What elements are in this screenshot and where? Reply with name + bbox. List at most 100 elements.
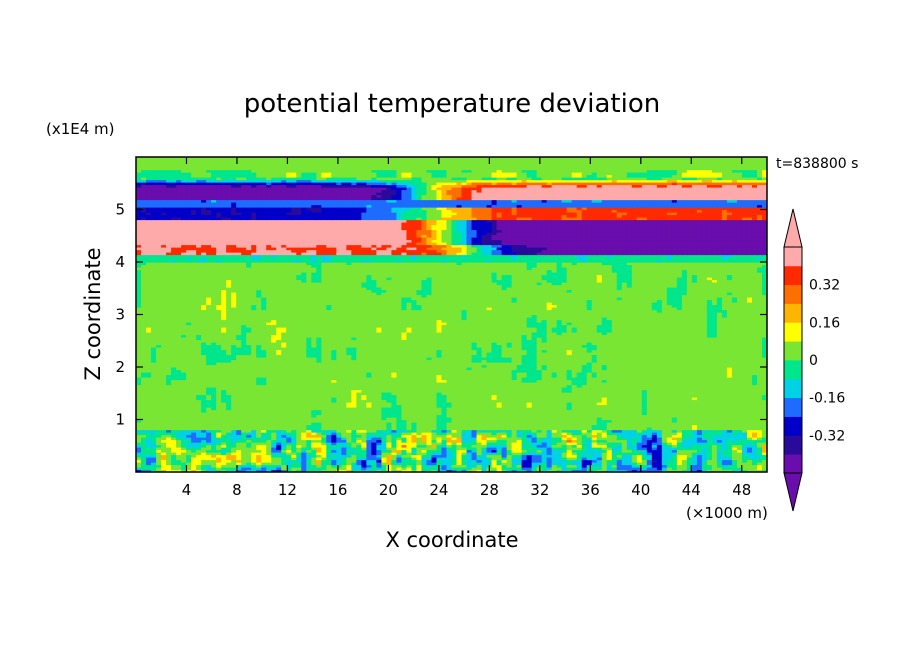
heatmap-cell <box>696 454 703 458</box>
heatmap-cell <box>276 449 282 453</box>
heatmap-cell <box>226 464 232 468</box>
heatmap-cell <box>446 457 453 461</box>
heatmap-cell <box>726 424 733 428</box>
heatmap-cell <box>686 439 693 443</box>
heatmap-cell <box>531 432 538 436</box>
heatmap-cell <box>426 452 433 456</box>
heatmap-cell <box>706 422 713 426</box>
heatmap-cell <box>536 462 543 466</box>
heatmap-cell <box>646 462 653 466</box>
heatmap-cell <box>321 452 327 456</box>
heatmap-cell <box>206 454 212 458</box>
heatmap-cell <box>266 449 272 453</box>
heatmap-cell <box>366 427 372 431</box>
heatmap-cell <box>381 444 387 448</box>
heatmap-cell <box>611 447 618 451</box>
heatmap-cell <box>531 454 538 458</box>
heatmap-cell <box>141 427 147 431</box>
heatmap-cell <box>521 454 528 458</box>
heatmap-cell <box>181 469 187 472</box>
heatmap-cell <box>631 422 638 426</box>
heatmap-cell <box>411 427 418 431</box>
heatmap-cell <box>256 419 262 423</box>
heatmap-cell <box>236 432 242 436</box>
heatmap-cell <box>301 442 307 446</box>
heatmap-cell <box>291 444 297 448</box>
heatmap-cell <box>536 424 543 428</box>
heatmap-cell <box>471 442 478 446</box>
heatmap-cell <box>491 447 498 451</box>
heatmap-cell <box>431 457 438 461</box>
heatmap-cell <box>681 462 688 466</box>
heatmap-cell <box>701 434 708 438</box>
heatmap-cell <box>491 452 498 456</box>
heatmap-cell <box>406 449 413 453</box>
heatmap-cell <box>546 464 553 468</box>
heatmap-cell <box>281 417 287 421</box>
heatmap-cell <box>431 422 438 426</box>
heatmap-cell <box>276 419 282 423</box>
heatmap-cell <box>136 449 142 453</box>
heatmap-cell <box>726 439 733 443</box>
heatmap-cell <box>371 434 377 438</box>
heatmap-cell <box>761 422 767 426</box>
heatmap-cell <box>691 464 698 468</box>
heatmap-cell <box>291 442 297 446</box>
heatmap-cell <box>361 444 367 448</box>
heatmap-cell <box>196 437 202 441</box>
heatmap-cell <box>561 419 568 423</box>
heatmap-cell <box>511 464 518 468</box>
heatmap-cell <box>706 432 713 436</box>
heatmap-cell <box>441 429 448 433</box>
heatmap-cell <box>476 419 483 423</box>
heatmap-cell <box>236 457 242 461</box>
heatmap-cell <box>486 449 493 453</box>
heatmap-cell <box>646 427 653 431</box>
heatmap-cell <box>476 454 483 458</box>
heatmap-cell <box>661 429 668 433</box>
heatmap-cell <box>161 437 167 441</box>
heatmap-cell <box>231 422 237 426</box>
heatmap-cell <box>241 422 247 426</box>
heatmap-cell <box>171 417 177 421</box>
heatmap-cell <box>146 462 152 466</box>
heatmap-cell <box>296 459 302 463</box>
heatmap-cell <box>321 462 327 466</box>
heatmap-cell <box>591 459 598 463</box>
heatmap-cell <box>386 469 393 472</box>
heatmap-cell <box>371 462 377 466</box>
heatmap-cell <box>316 422 322 426</box>
heatmap-cell <box>606 444 613 448</box>
heatmap-cell <box>631 444 638 448</box>
heatmap-cell <box>756 467 763 471</box>
heatmap-cell <box>231 454 237 458</box>
heatmap-cell <box>686 437 693 441</box>
heatmap-cell <box>746 427 753 431</box>
heatmap-cell <box>551 437 558 441</box>
heatmap-cell <box>551 457 558 461</box>
heatmap-cell <box>186 427 192 431</box>
heatmap-cell <box>581 467 588 471</box>
heatmap-cell <box>561 422 568 426</box>
heatmap-cell <box>491 417 498 421</box>
heatmap-cell <box>316 457 322 461</box>
heatmap-cell <box>416 457 423 461</box>
heatmap-cell <box>236 442 242 446</box>
heatmap-cell <box>426 417 433 421</box>
heatmap-cell <box>756 469 763 472</box>
heatmap-cell <box>696 452 703 456</box>
heatmap-cell <box>531 444 538 448</box>
heatmap-cell <box>251 429 257 433</box>
heatmap-cell <box>311 449 317 453</box>
heatmap-cell <box>141 452 147 456</box>
heatmap-cell <box>676 444 683 448</box>
heatmap-cell <box>526 447 533 451</box>
heatmap-cell <box>191 469 197 472</box>
heatmap-cell <box>661 462 668 466</box>
heatmap-cell <box>376 454 382 458</box>
heatmap-cell <box>366 452 372 456</box>
heatmap-cell <box>401 462 408 466</box>
heatmap-cell <box>401 419 408 423</box>
heatmap-cell <box>706 444 713 448</box>
heatmap-cell <box>286 434 292 438</box>
